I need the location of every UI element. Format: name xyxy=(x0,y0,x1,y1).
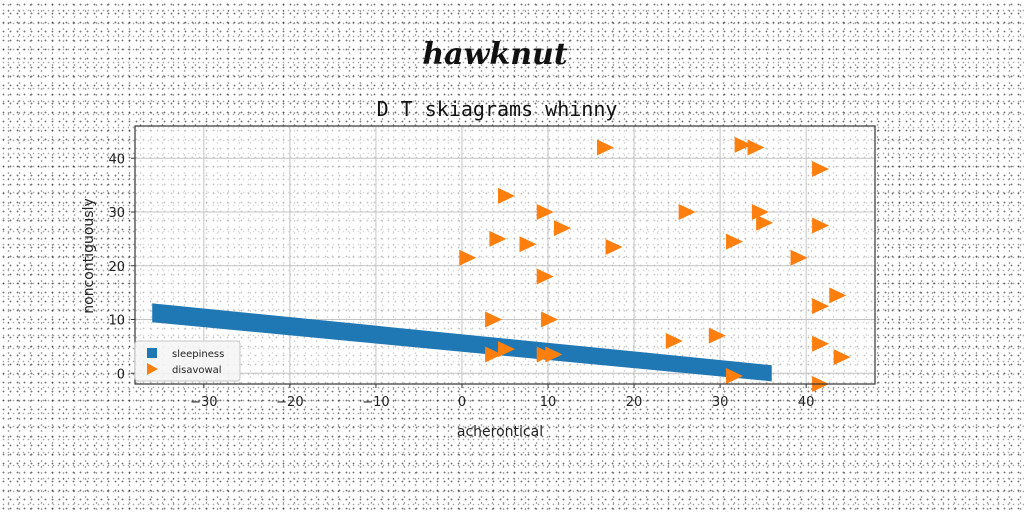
y-tick-label: 10 xyxy=(108,314,125,329)
plot-frame xyxy=(134,125,876,385)
plot-border xyxy=(134,125,876,385)
y-tick-label: 30 xyxy=(108,206,125,221)
data-point-disavowal xyxy=(485,311,503,328)
data-point-disavowal xyxy=(605,238,623,255)
data-point-disavowal xyxy=(519,236,537,253)
data-point-disavowal xyxy=(536,204,554,220)
legend-label-sleepiness: sleepiness xyxy=(172,349,224,360)
data-point-disavowal xyxy=(726,233,744,250)
data-point-disavowal xyxy=(489,230,507,247)
x-tick-label: −30 xyxy=(190,395,217,410)
y-axis-label: noncontiguously xyxy=(81,198,97,314)
data-point-disavowal xyxy=(536,346,554,363)
data-point-disavowal xyxy=(812,217,830,234)
data-point-disavowal xyxy=(665,333,683,349)
data-point-disavowal xyxy=(734,136,752,153)
data-point-disavowal xyxy=(812,298,830,315)
data-point-disavowal xyxy=(747,139,765,156)
x-tick-label: 40 xyxy=(798,395,815,410)
legend-swatch-disavowal xyxy=(147,363,158,375)
data-point-disavowal xyxy=(829,287,847,304)
data-point-disavowal xyxy=(812,335,830,352)
data-point-disavowal xyxy=(790,249,808,266)
x-tick-label: −10 xyxy=(362,395,389,410)
figure-title: hawknut xyxy=(422,37,567,72)
data-point-disavowal xyxy=(545,346,563,363)
data-layer xyxy=(152,136,851,392)
x-tick-label: 10 xyxy=(540,395,557,410)
grid-lines xyxy=(135,126,875,384)
x-tick-label: 30 xyxy=(712,395,729,410)
data-point-disavowal xyxy=(751,204,769,220)
y-tick-label: 20 xyxy=(108,260,125,275)
data-point-disavowal xyxy=(536,268,554,285)
data-point-disavowal xyxy=(541,311,559,328)
data-point-disavowal xyxy=(833,349,851,366)
legend: sleepiness disavowal xyxy=(134,340,241,382)
legend-label-disavowal: disavowal xyxy=(172,365,222,376)
data-point-disavowal xyxy=(596,139,614,156)
x-axis-label: acherontical xyxy=(457,424,543,440)
legend-swatch-sleepiness xyxy=(147,348,157,358)
x-tick-label: −20 xyxy=(276,395,303,410)
data-point-disavowal xyxy=(485,346,503,363)
y-tick-label: 40 xyxy=(108,152,125,167)
data-point-disavowal xyxy=(459,249,477,266)
axis-ticks: −30 −20 −10 0 10 20 30 40 0 10 20 30 40 xyxy=(108,152,814,410)
x-tick-label: 0 xyxy=(458,395,466,410)
series-band-sleepiness xyxy=(152,303,772,382)
data-point-disavowal xyxy=(498,187,515,204)
data-point-disavowal xyxy=(498,341,515,358)
data-point-disavowal xyxy=(812,161,830,177)
y-tick-label: 0 xyxy=(117,367,125,382)
data-point-disavowal xyxy=(726,367,744,384)
x-tick-label: 20 xyxy=(626,395,643,410)
chart-title: D T skiagrams whinny xyxy=(377,97,618,121)
data-point-disavowal xyxy=(708,327,726,344)
legend-box xyxy=(134,340,241,382)
data-point-disavowal xyxy=(553,220,571,237)
data-point-disavowal xyxy=(756,214,774,231)
data-point-disavowal xyxy=(678,204,696,220)
